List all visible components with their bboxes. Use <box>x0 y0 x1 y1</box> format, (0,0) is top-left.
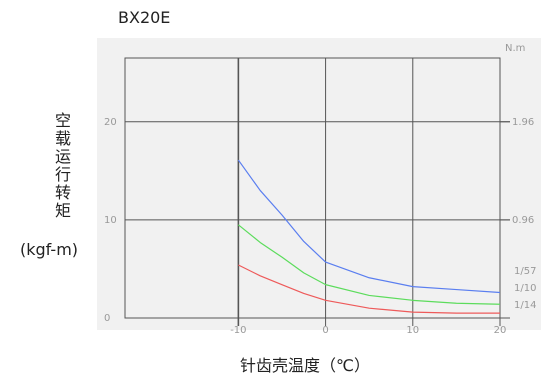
line <box>238 264 500 314</box>
plot-background <box>97 38 541 330</box>
y-axis-unit: (kgf-m) <box>20 240 79 259</box>
line <box>237 224 501 305</box>
y2-unit: N.m <box>505 43 525 54</box>
x-tick-label: 10 <box>406 325 419 336</box>
x-tick-label: 0 <box>322 325 328 336</box>
series-label: 1/10 <box>514 283 536 294</box>
y-tick-label: 10 <box>104 215 117 226</box>
x-tick-label: -10 <box>230 325 246 336</box>
y2-tick-label: 1.96 <box>512 117 534 128</box>
x-tick-label: 20 <box>494 325 507 336</box>
series-label: 1/57 <box>514 266 536 277</box>
chart-title: BX20E <box>118 8 171 27</box>
y-tick-label: 0 <box>104 313 110 324</box>
y-tick-label: 20 <box>104 117 117 128</box>
y-axis-label: 空载运行转矩 <box>52 112 71 220</box>
y2-tick-label: 0.96 <box>512 215 534 226</box>
x-axis-label: 针齿壳温度（℃） <box>240 356 370 375</box>
line <box>237 159 501 294</box>
series-label: 1/14 <box>514 300 536 311</box>
